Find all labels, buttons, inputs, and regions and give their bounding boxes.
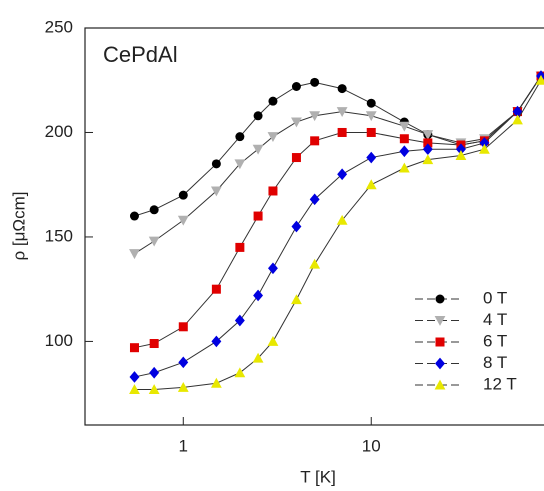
marker bbox=[211, 159, 221, 169]
series-line bbox=[134, 75, 542, 349]
legend-label: 12 T bbox=[483, 374, 517, 393]
marker bbox=[434, 379, 446, 390]
marker bbox=[512, 114, 523, 125]
marker bbox=[253, 289, 264, 302]
marker bbox=[291, 220, 302, 233]
marker bbox=[253, 111, 263, 121]
marker bbox=[210, 377, 222, 388]
marker bbox=[455, 143, 466, 156]
marker bbox=[178, 190, 188, 200]
marker bbox=[366, 98, 376, 108]
marker bbox=[291, 82, 301, 92]
y-tick-label: 150 bbox=[45, 226, 73, 245]
legend-label: 8 T bbox=[483, 353, 507, 372]
annotation: CePdAl bbox=[103, 42, 178, 67]
marker bbox=[211, 335, 222, 348]
marker bbox=[336, 107, 348, 117]
x-tick-label: 1 bbox=[179, 436, 188, 455]
marker bbox=[337, 168, 348, 181]
marker bbox=[309, 111, 321, 122]
marker bbox=[423, 138, 433, 148]
marker bbox=[235, 132, 245, 142]
marker bbox=[291, 153, 301, 163]
legend-label: 0 T bbox=[483, 288, 507, 307]
legend-label: 4 T bbox=[483, 310, 507, 329]
marker bbox=[234, 314, 245, 327]
marker bbox=[234, 367, 246, 378]
y-tick-label: 250 bbox=[45, 17, 73, 36]
x-tick-label: 10 bbox=[362, 436, 381, 455]
marker bbox=[365, 179, 377, 190]
marker bbox=[148, 384, 160, 394]
marker bbox=[310, 136, 320, 146]
marker bbox=[234, 159, 246, 170]
marker bbox=[479, 143, 490, 154]
marker bbox=[399, 145, 410, 158]
marker bbox=[148, 236, 160, 247]
marker bbox=[435, 337, 445, 347]
marker bbox=[310, 77, 320, 87]
marker bbox=[435, 357, 445, 370]
marker bbox=[253, 211, 263, 221]
marker bbox=[178, 356, 189, 369]
y-tick-label: 100 bbox=[45, 331, 73, 350]
marker bbox=[291, 117, 302, 128]
marker bbox=[178, 322, 188, 332]
marker bbox=[235, 242, 245, 252]
marker bbox=[211, 284, 221, 294]
marker bbox=[422, 130, 434, 140]
marker bbox=[512, 105, 523, 118]
marker bbox=[366, 151, 377, 164]
series-line bbox=[134, 79, 542, 390]
series-line bbox=[134, 75, 542, 217]
marker bbox=[129, 343, 139, 353]
marker bbox=[267, 336, 279, 346]
marker bbox=[309, 258, 321, 269]
marker bbox=[210, 186, 222, 197]
marker bbox=[366, 127, 376, 137]
marker bbox=[479, 137, 490, 149]
marker bbox=[252, 352, 264, 363]
legend-label: 6 T bbox=[483, 331, 507, 350]
marker bbox=[434, 316, 446, 326]
marker bbox=[336, 214, 348, 225]
plot-frame bbox=[84, 27, 544, 426]
marker bbox=[268, 186, 278, 196]
marker bbox=[291, 294, 302, 305]
marker bbox=[177, 381, 189, 392]
marker bbox=[252, 144, 264, 155]
marker bbox=[149, 339, 159, 349]
marker bbox=[149, 366, 160, 379]
marker bbox=[398, 121, 410, 132]
marker bbox=[399, 134, 409, 144]
marker bbox=[398, 162, 410, 173]
marker bbox=[455, 150, 467, 160]
y-axis-label: ρ [μΩcm] bbox=[9, 191, 28, 260]
marker bbox=[535, 74, 544, 85]
y-tick-label: 200 bbox=[45, 122, 73, 141]
marker bbox=[177, 215, 189, 226]
marker bbox=[337, 84, 347, 94]
marker bbox=[422, 154, 434, 165]
marker bbox=[268, 96, 278, 106]
marker bbox=[129, 384, 140, 394]
marker bbox=[268, 262, 278, 275]
marker bbox=[149, 205, 159, 215]
marker bbox=[129, 371, 140, 383]
marker bbox=[435, 294, 445, 304]
marker bbox=[129, 211, 139, 221]
x-axis-label: T [K] bbox=[300, 467, 336, 486]
marker bbox=[337, 127, 347, 137]
marker bbox=[309, 193, 320, 206]
marker bbox=[422, 143, 433, 156]
marker bbox=[365, 111, 377, 122]
marker bbox=[129, 249, 140, 260]
marker bbox=[267, 132, 279, 143]
